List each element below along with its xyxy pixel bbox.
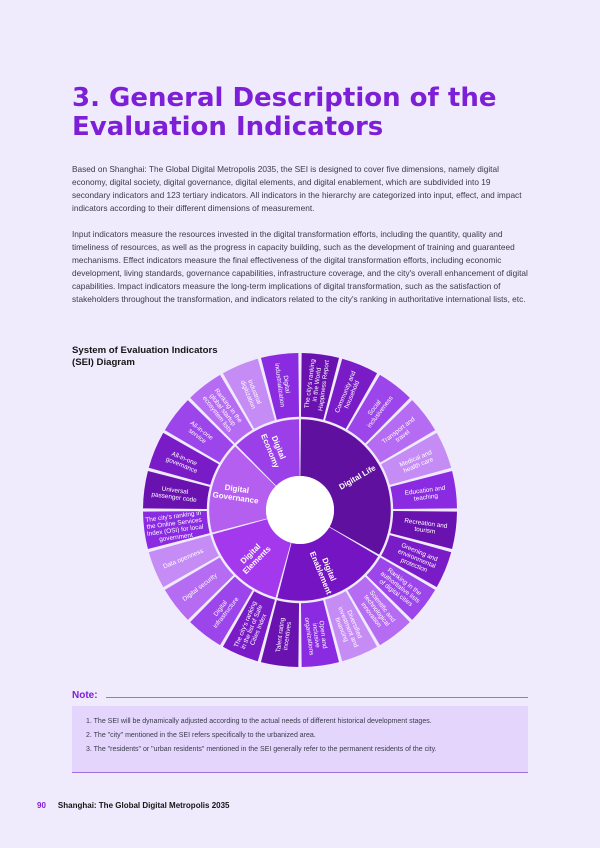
indicator-segment-industrial-digitization xyxy=(222,358,275,429)
indicator-segment-universal-passenger-code xyxy=(143,470,210,510)
sei-sunburst-diagram: Digitalindustrialization The city's ranki… xyxy=(143,353,457,667)
note-item: 3. The "residents" or "urban residents" … xyxy=(86,746,437,753)
indicator-segment-the-city-s-ranking-in-the-world-happiness-report xyxy=(300,353,340,420)
indicator-segment-the-city-s-ranking-in-the-list-of-safe-cities-index xyxy=(222,591,275,662)
indicator-segment-all-in-one-service xyxy=(164,400,234,463)
page-footer: 90 Shanghai: The Global Digital Metropoli… xyxy=(37,801,230,810)
note-list: 1. The SEI will be dynamically adjusted … xyxy=(86,715,437,757)
page-number: 90 xyxy=(37,801,46,810)
dimension-segment-digital-economy xyxy=(236,419,300,486)
note-bottom-rule xyxy=(72,772,528,773)
indicator-ring: Digitalindustrialization The city's ranki… xyxy=(143,353,457,667)
indicator-label-greening-and-environmental-protection: Greening andenvironmentalprotection xyxy=(394,542,439,577)
indicator-segment-the-city-s-ranking-in-the-online-services-index-osi-for-local-government xyxy=(143,510,210,550)
indicator-segment-diversified-investment-and-financing xyxy=(325,591,378,662)
note-item: 1. The SEI will be dynamically adjusted … xyxy=(86,718,432,725)
indicator-segment-data-openness xyxy=(148,535,219,588)
indicator-segment-ranking-in-the-global-startup-ecosystem-lists xyxy=(190,374,253,444)
dimension-segment-digital-elements xyxy=(212,519,291,598)
indicator-segment-transport-and-travel xyxy=(366,400,436,463)
indicator-label-diversified-investment-and-financing: Diversifiedinvestment andfinancing xyxy=(330,603,366,651)
indicator-segment-ranking-in-the-authoritative-lists-of-digital-cities xyxy=(366,557,436,620)
publication-title: Shanghai: The Global Digital Metropolis … xyxy=(57,801,230,810)
indicator-segment-open-and-inclusive-organizations xyxy=(300,600,340,667)
intro-paragraph: Based on Shanghai: The Global Digital Me… xyxy=(72,164,522,214)
indicator-label-open-and-inclusive-organizations: Open andinclusiveorganizations xyxy=(303,615,329,655)
center-hole xyxy=(266,476,334,544)
indicator-segment-greening-and-environmental-protection xyxy=(381,535,452,588)
note-heading: Note: xyxy=(72,690,98,701)
note-divider xyxy=(106,697,528,698)
diagram-caption: System of Evaluation Indicators (SEI) Di… xyxy=(72,345,218,368)
page-title: 3. General Description of the Evaluation… xyxy=(72,83,497,142)
indicator-segment-digital-security xyxy=(164,557,234,620)
indicator-segment-education-and-teaching xyxy=(390,470,457,510)
indicator-segment-all-in-one-governance xyxy=(148,432,219,485)
indicator-segment-digital-industrialization xyxy=(260,353,300,420)
note-box: 1. The SEI will be dynamically adjusted … xyxy=(72,706,528,772)
dimension-segment-digital-life xyxy=(300,419,391,555)
indicator-label-talent-rating-incentives: Talent ratingincentives xyxy=(275,617,293,654)
indicator-segment-digital-infrastructure xyxy=(190,576,253,646)
indicator-segment-scientific-and-technological-innovation xyxy=(347,576,410,646)
indicator-segment-community-and-household xyxy=(325,358,378,429)
indicator-segment-social-inclusiveness xyxy=(347,374,410,444)
dimension-segment-digital-enablement xyxy=(277,527,379,601)
indicator-segment-medical-and-health-care xyxy=(381,432,452,485)
indicator-segment-talent-rating-incentives xyxy=(260,600,300,667)
indicator-segment-recreation-and-tourism xyxy=(390,510,457,550)
indicator-label-education-and-teaching: Education andteaching xyxy=(404,485,447,504)
indicator-types-paragraph: Input indicators measure the resources i… xyxy=(72,229,528,305)
dimension-segment-digital-governance xyxy=(209,446,276,533)
note-item: 2. The "city" mentioned in the SEI refer… xyxy=(86,732,316,739)
